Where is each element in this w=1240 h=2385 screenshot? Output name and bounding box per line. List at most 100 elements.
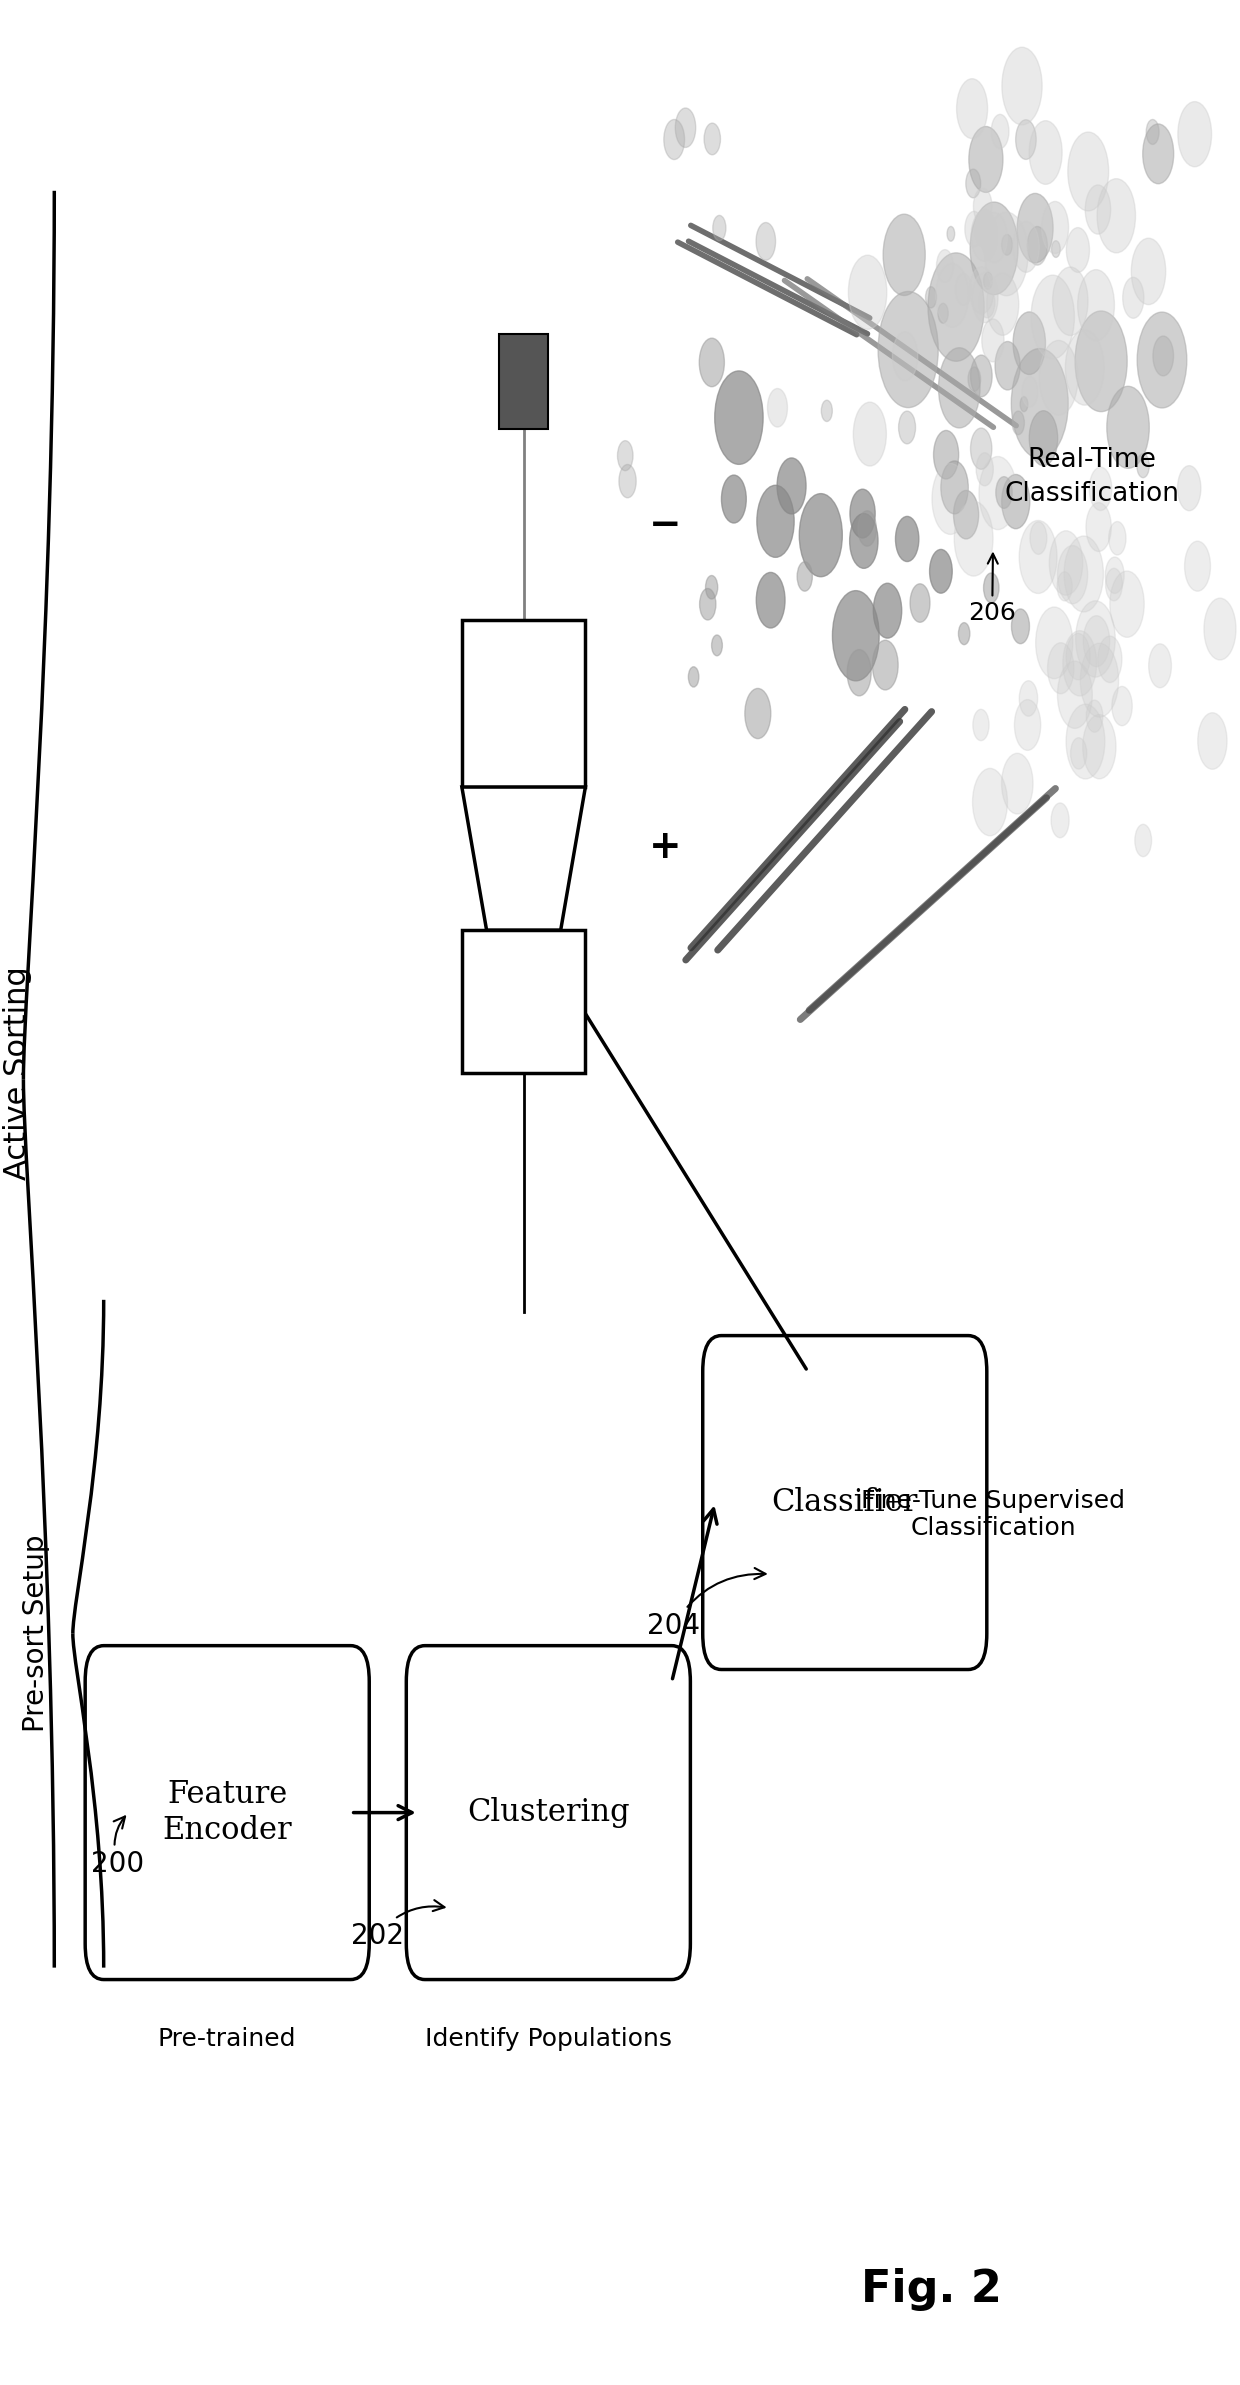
Circle shape [1070,737,1086,768]
Text: Feature
Encoder: Feature Encoder [162,1779,293,1846]
Circle shape [936,250,954,281]
Circle shape [972,768,1007,835]
FancyBboxPatch shape [407,1646,691,1980]
Circle shape [895,518,919,560]
Circle shape [745,689,771,739]
Circle shape [910,584,930,622]
Circle shape [1107,386,1149,467]
FancyBboxPatch shape [703,1336,987,1670]
Text: Fine-Tune Supervised
Classification: Fine-Tune Supervised Classification [861,1488,1125,1541]
Circle shape [996,477,1012,508]
Circle shape [1029,122,1063,184]
Circle shape [1109,522,1126,556]
Circle shape [1063,630,1096,696]
Circle shape [713,215,725,241]
Circle shape [848,255,887,329]
Circle shape [1014,699,1040,751]
Circle shape [983,272,992,289]
Text: 200: 200 [92,1817,145,1879]
Circle shape [1058,572,1073,601]
Text: Active Sorting: Active Sorting [2,966,32,1181]
Circle shape [832,591,879,680]
Circle shape [1017,193,1053,262]
Circle shape [968,126,1003,193]
Circle shape [1148,644,1172,687]
Circle shape [893,332,918,382]
Text: Pre-sort Setup: Pre-sort Setup [22,1536,50,1732]
Circle shape [1083,716,1116,780]
Text: 202: 202 [351,1901,444,1951]
Circle shape [982,320,1004,363]
Circle shape [1184,541,1210,591]
Circle shape [1097,179,1136,253]
Circle shape [939,348,980,427]
Circle shape [849,513,878,568]
Circle shape [1137,453,1149,477]
Circle shape [971,210,997,262]
Circle shape [1110,570,1145,637]
Circle shape [1013,312,1045,374]
Circle shape [619,465,636,498]
Circle shape [847,649,872,696]
Text: Classifier: Classifier [771,1488,918,1517]
Circle shape [1030,522,1047,553]
Circle shape [1131,238,1166,305]
Circle shape [1016,119,1037,160]
Circle shape [1135,825,1152,856]
Circle shape [1048,642,1074,694]
Circle shape [1078,270,1115,341]
Circle shape [1153,336,1173,377]
Circle shape [955,274,972,305]
Circle shape [768,389,787,427]
Circle shape [972,272,998,322]
Circle shape [1068,131,1109,210]
Circle shape [1022,377,1038,408]
Circle shape [1112,687,1132,725]
Circle shape [1028,227,1048,265]
Circle shape [1085,186,1111,234]
Circle shape [676,107,696,148]
Circle shape [688,668,699,687]
Circle shape [994,341,1021,391]
Circle shape [756,484,794,558]
Circle shape [930,549,952,594]
Circle shape [1066,634,1090,680]
Circle shape [985,212,1028,296]
Circle shape [1198,713,1228,770]
Circle shape [980,286,994,317]
Circle shape [947,227,955,241]
Circle shape [618,441,634,470]
Circle shape [954,491,978,539]
Circle shape [936,262,968,327]
Circle shape [966,169,981,198]
Circle shape [1064,537,1104,613]
Circle shape [981,212,1007,262]
Bar [461,930,585,1073]
Circle shape [1204,599,1236,661]
Circle shape [821,401,832,422]
Circle shape [959,622,970,644]
Circle shape [1013,222,1039,272]
Circle shape [956,79,987,138]
Circle shape [714,372,763,465]
Circle shape [934,429,959,479]
Circle shape [973,708,990,742]
Circle shape [1106,568,1122,601]
Circle shape [1053,267,1087,336]
Circle shape [1021,396,1028,413]
Circle shape [663,119,684,160]
Circle shape [1146,119,1159,145]
Circle shape [1035,608,1073,680]
Circle shape [1049,532,1083,596]
Circle shape [1039,341,1078,415]
Circle shape [1066,704,1105,780]
Circle shape [1084,615,1110,668]
Text: 206: 206 [968,553,1016,625]
Circle shape [1052,241,1060,258]
Circle shape [1105,558,1125,594]
Circle shape [941,460,968,513]
Circle shape [1012,348,1068,458]
Bar [461,620,585,787]
Circle shape [704,124,720,155]
Circle shape [1002,475,1029,529]
